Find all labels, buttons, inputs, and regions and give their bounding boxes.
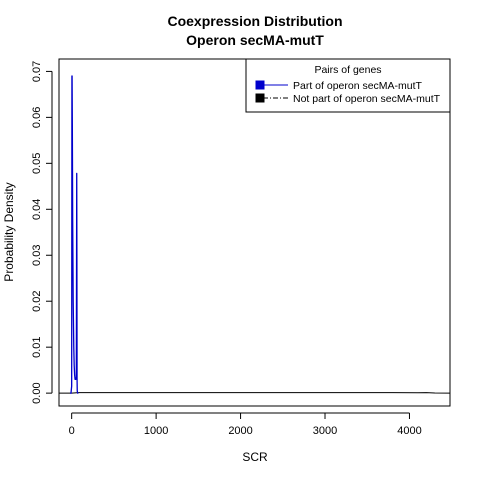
x-tick-label: 3000: [313, 425, 337, 437]
x-tick-label: 4000: [397, 425, 421, 437]
x-axis-label: SCR: [242, 450, 268, 464]
legend-label-not-part: Not part of operon secMA-mutT: [293, 93, 441, 105]
y-tick-label: 0.07: [31, 61, 43, 82]
y-axis-label: Probability Density: [2, 182, 16, 281]
y-tick-label: 0.00: [31, 382, 43, 403]
y-tick-label: 0.02: [31, 290, 43, 311]
y-axis: 0.00 0.01 0.02 0.03 0.04 0.05 0.06 0.07: [31, 61, 53, 404]
y-tick-label: 0.04: [31, 199, 43, 220]
legend-swatch-part: [255, 80, 265, 90]
y-tick-label: 0.03: [31, 245, 43, 266]
legend: Pairs of genes Part of operon secMA-mutT…: [245, 58, 451, 113]
series-line-not-part-of-operon: [59, 392, 451, 394]
y-tick-label: 0.06: [31, 107, 43, 128]
legend-title: Pairs of genes: [314, 64, 381, 76]
series-layer: [59, 75, 451, 394]
x-tick-label: 0: [69, 425, 75, 437]
y-tick-label: 0.05: [31, 153, 43, 174]
series-line-part-of-operon: [69, 75, 79, 394]
y-tick-label: 0.01: [31, 336, 43, 357]
legend-label-part: Part of operon secMA-mutT: [293, 80, 423, 92]
chart-subtitle: Operon secMA-mutT: [186, 32, 324, 48]
chart-title: Coexpression Distribution: [167, 13, 342, 29]
x-tick-label: 1000: [144, 425, 168, 437]
x-tick-label: 2000: [228, 425, 252, 437]
legend-swatch-not-part: [255, 93, 265, 103]
x-axis: 0 1000 2000 3000 4000: [69, 412, 422, 437]
